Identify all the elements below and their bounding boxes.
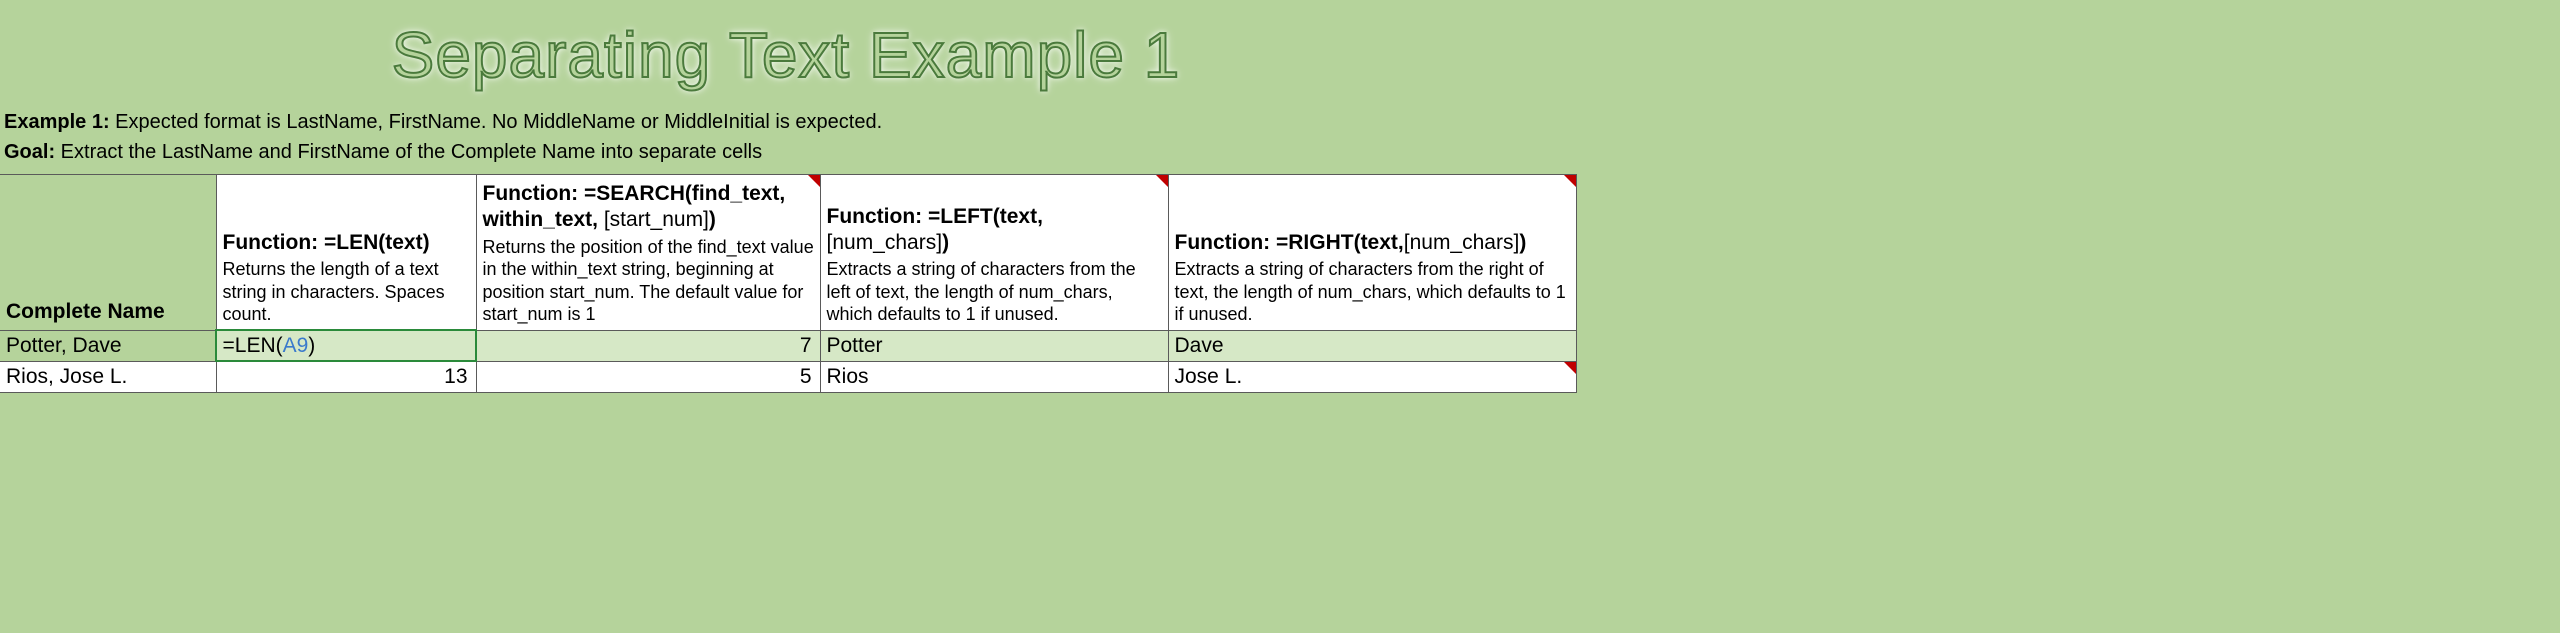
example-text: Expected format is LastName, FirstName. … (110, 111, 883, 133)
cell-right[interactable]: Jose L. (1168, 361, 1576, 392)
left-func-title: Function: =LEFT(text,[num_chars]) (827, 204, 1164, 257)
functions-table: Complete Name Function: =LEN(text) Retur… (0, 174, 1577, 393)
goal-label: Goal: (4, 141, 55, 163)
table-row: Rios, Jose L. 13 5 Rios Jose L. (0, 361, 1576, 392)
intro-block: Example 1: Expected format is LastName, … (0, 108, 1572, 174)
search-func-desc: Returns the position of the find_text va… (483, 236, 816, 326)
left-func-desc: Extracts a string of characters from the… (827, 258, 1164, 326)
len-func-title: Function: =LEN(text) (223, 230, 472, 256)
header-left: Function: =LEFT(text,[num_chars]) Extrac… (820, 175, 1168, 331)
cell-name[interactable]: Rios, Jose L. (0, 361, 216, 392)
right-func-desc: Extracts a string of characters from the… (1175, 258, 1572, 326)
table-row: Potter, Dave =LEN(A9) 7 Potter Dave (0, 330, 1576, 361)
page-title: Separating Text Example 1 (0, 0, 1572, 108)
right-func-title: Function: =RIGHT(text,[num_chars]) (1175, 230, 1572, 256)
example-line: Example 1: Expected format is LastName, … (4, 108, 1572, 136)
goal-line: Goal: Extract the LastName and FirstName… (4, 138, 1572, 166)
comment-marker-icon (1564, 362, 1576, 374)
example-label: Example 1: (4, 111, 110, 133)
goal-text: Extract the LastName and FirstName of th… (55, 141, 762, 163)
header-len: Function: =LEN(text) Returns the length … (216, 175, 476, 331)
cell-right[interactable]: Dave (1168, 330, 1576, 361)
comment-marker-icon (1564, 175, 1576, 187)
search-func-title: Function: =SEARCH(find_text, within_text… (483, 181, 816, 234)
len-func-desc: Returns the length of a text string in c… (223, 258, 472, 326)
header-complete-name: Complete Name (0, 175, 216, 331)
cell-len-formula[interactable]: =LEN(A9) (216, 330, 476, 361)
cell-left[interactable]: Potter (820, 330, 1168, 361)
comment-marker-icon (808, 175, 820, 187)
cell-search[interactable]: 7 (476, 330, 820, 361)
comment-marker-icon (1156, 175, 1168, 187)
cell-reference: A9 (283, 334, 309, 357)
cell-search[interactable]: 5 (476, 361, 820, 392)
cell-len[interactable]: 13 (216, 361, 476, 392)
cell-name[interactable]: Potter, Dave (0, 330, 216, 361)
header-search: Function: =SEARCH(find_text, within_text… (476, 175, 820, 331)
cell-left[interactable]: Rios (820, 361, 1168, 392)
table-header-row: Complete Name Function: =LEN(text) Retur… (0, 175, 1576, 331)
header-right: Function: =RIGHT(text,[num_chars]) Extra… (1168, 175, 1576, 331)
